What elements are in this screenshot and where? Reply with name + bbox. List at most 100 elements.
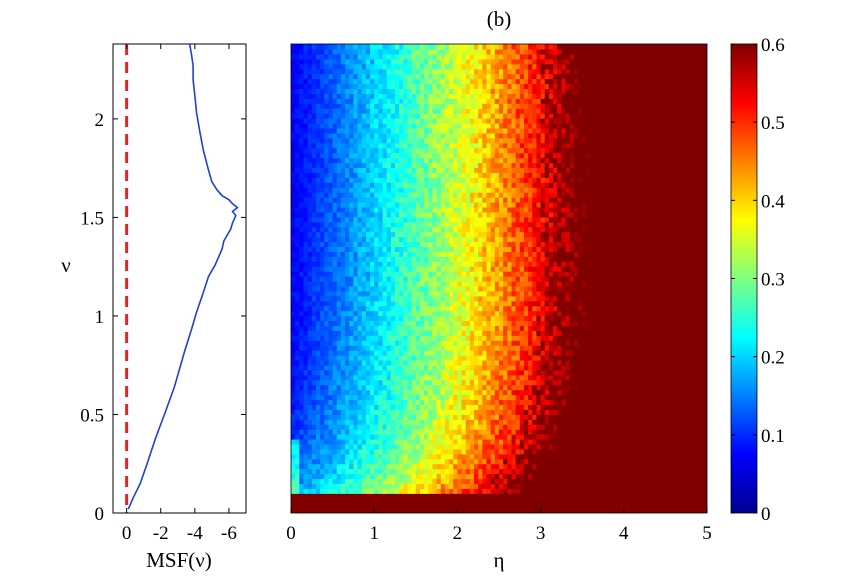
heatmap-cell [478, 266, 483, 272]
heatmap-cell [490, 448, 496, 455]
heatmap-cell [578, 340, 583, 346]
heatmap-cell [611, 374, 617, 381]
heatmap-cell [320, 478, 325, 484]
heatmap-cell [478, 369, 483, 376]
heatmap-cell [474, 325, 479, 331]
heatmap-cell [307, 320, 313, 326]
heatmap-cell [444, 468, 450, 475]
heatmap-cell [345, 438, 350, 445]
heatmap-cell [677, 330, 683, 336]
heatmap-cell [449, 384, 454, 391]
heatmap-cell [353, 468, 359, 475]
heatmap-cell [702, 483, 707, 489]
heatmap-cell [586, 340, 592, 346]
heatmap-cell [399, 325, 404, 331]
heatmap-cell [702, 295, 707, 302]
heatmap-cell [395, 310, 400, 317]
heatmap-cell [424, 295, 429, 302]
heatmap-cell [307, 350, 313, 356]
heatmap-cell [440, 320, 446, 326]
heatmap-cell [528, 404, 533, 410]
heatmap-cell [532, 315, 538, 322]
heatmap-cell [573, 409, 579, 415]
heatmap-cell [582, 424, 587, 430]
heatmap-cell [353, 404, 359, 410]
heatmap-cell [694, 399, 700, 405]
heatmap-cell [320, 266, 325, 272]
heatmap-cell [611, 345, 617, 351]
heatmap-cell [340, 483, 346, 489]
heatmap-cell [324, 488, 330, 494]
heatmap-cell [374, 280, 379, 287]
heatmap-cell [465, 276, 471, 282]
heatmap-cell [474, 315, 479, 322]
heatmap-cell [486, 330, 492, 336]
heatmap-cell [353, 478, 359, 484]
heatmap-cell [702, 325, 707, 331]
heatmap-cell [403, 488, 409, 494]
heatmap-cell [340, 503, 346, 509]
heatmap-cell [324, 280, 330, 287]
heatmap-cell [419, 434, 425, 440]
heatmap-cell [461, 399, 467, 405]
heatmap-cell [544, 340, 550, 346]
heatmap-cell [457, 300, 463, 307]
heatmap-cell [403, 266, 409, 272]
heatmap-cell [490, 359, 496, 366]
heatmap-cell [303, 473, 309, 480]
heatmap-cell [424, 478, 429, 484]
heatmap-cell [440, 374, 446, 381]
heatmap-cell [523, 448, 529, 455]
heatmap-cell [582, 463, 587, 470]
heatmap-cell [415, 276, 421, 282]
heatmap-cell [365, 438, 371, 445]
heatmap-cell [419, 399, 425, 405]
heatmap-cell [578, 488, 583, 494]
heatmap-cell [449, 271, 454, 277]
heatmap-cell [586, 379, 592, 386]
heatmap-cell [515, 399, 521, 405]
heatmap-cell [324, 355, 330, 361]
heatmap-cell [519, 404, 525, 410]
heatmap-cell [315, 483, 321, 489]
heatmap-cell [694, 276, 700, 282]
heatmap-cell [690, 508, 696, 513]
heatmap-cell [623, 330, 629, 336]
heatmap-cell [336, 493, 342, 499]
heatmap-cell [690, 345, 696, 351]
heatmap-cell [536, 463, 542, 470]
heatmap-cell [474, 414, 479, 420]
heatmap-cell [532, 345, 538, 351]
heatmap-cell [461, 369, 467, 376]
heatmap-cell [565, 355, 571, 361]
heatmap-cell [619, 330, 625, 336]
heatmap-cell [469, 503, 475, 509]
heatmap-cell [299, 290, 305, 297]
heatmap-cell [407, 493, 413, 499]
heatmap-cell [295, 488, 300, 494]
heatmap-cell [632, 315, 637, 322]
heatmap-cell [303, 478, 309, 484]
msf-y-tick-label: 0.5 [80, 405, 104, 426]
heatmap-cell [378, 295, 384, 302]
heatmap-cell [324, 310, 330, 317]
heatmap-cell [611, 443, 617, 450]
heatmap-cell [311, 473, 317, 480]
heatmap-cell [295, 404, 300, 410]
heatmap-cell [453, 285, 458, 292]
heatmap-cell [594, 280, 600, 287]
heatmap-cell [407, 315, 413, 322]
heatmap-cell [648, 389, 654, 396]
heatmap-cell [399, 453, 404, 460]
heatmap-cell [436, 438, 442, 445]
heatmap-cell [482, 266, 488, 272]
heatmap-cell [590, 508, 596, 513]
heatmap-cell [627, 429, 633, 435]
heatmap-cell [353, 335, 359, 341]
heatmap-cell [603, 305, 608, 312]
heatmap-cell [328, 345, 334, 351]
heatmap-cell [557, 463, 562, 470]
heatmap-cell [295, 280, 300, 287]
heatmap-cell [370, 276, 375, 282]
heatmap-cell [590, 364, 596, 371]
